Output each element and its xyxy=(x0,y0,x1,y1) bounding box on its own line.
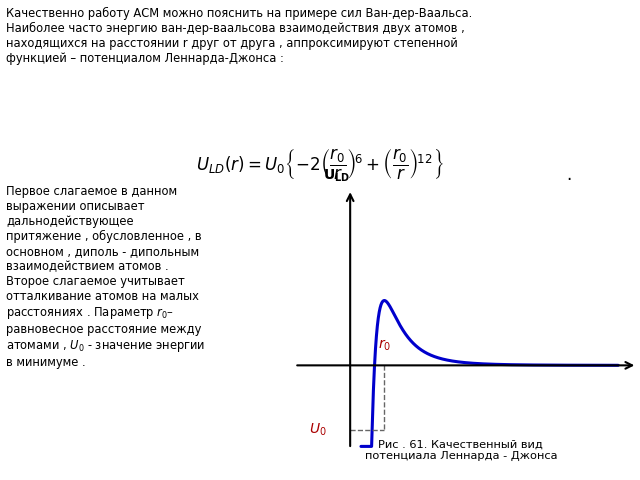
Text: $\mathbf{U}_{\mathbf{LD}}$: $\mathbf{U}_{\mathbf{LD}}$ xyxy=(323,168,351,184)
Text: Рис . 61. Качественный вид
потенциала Леннарда - Джонса: Рис . 61. Качественный вид потенциала Ле… xyxy=(365,439,557,461)
Text: $U_{LD}(r) = U_0\left\{-2\left(\dfrac{r_0}{r}\right)^{\!6} + \left(\dfrac{r_0}{r: $U_{LD}(r) = U_0\left\{-2\left(\dfrac{r_… xyxy=(196,146,444,181)
Text: $U_0$: $U_0$ xyxy=(309,422,327,438)
Text: Первое слагаемое в данном
выражении описывает
дальнодействующее
притяжение , обу: Первое слагаемое в данном выражении опис… xyxy=(6,185,205,369)
Text: Качественно работу АСМ можно пояснить на примере сил Ван-дер-Ваальса.
Наиболее ч: Качественно работу АСМ можно пояснить на… xyxy=(6,7,473,65)
Text: .: . xyxy=(566,166,572,183)
Text: $r_0$: $r_0$ xyxy=(378,337,391,353)
